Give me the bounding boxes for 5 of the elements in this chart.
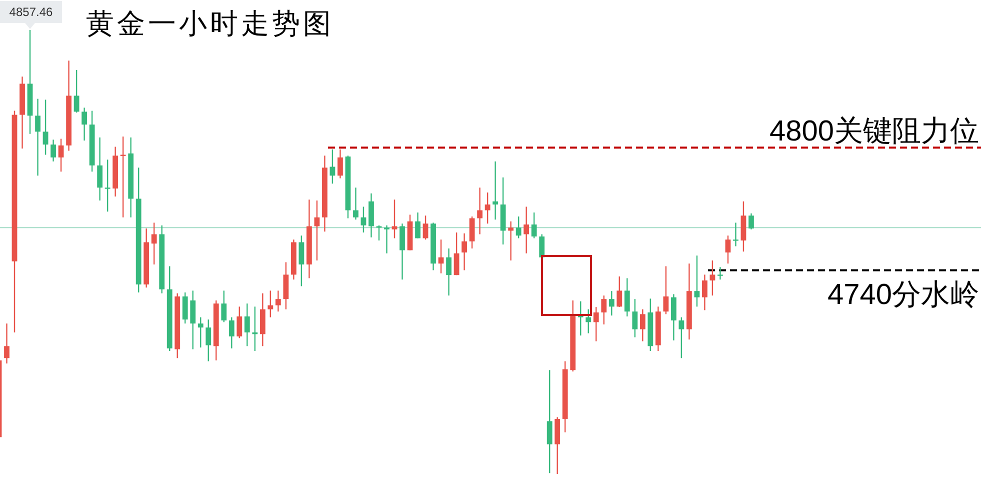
annotation: 4857.46 (9, 5, 54, 19)
tooltip: 4857.46 (0, 1, 62, 29)
ref-line-label: 4800关键阻力位 (769, 116, 979, 148)
chart-title: 黄金一小时走势图 (86, 7, 334, 40)
ref-line-label: 4740分水岭 (827, 279, 979, 312)
